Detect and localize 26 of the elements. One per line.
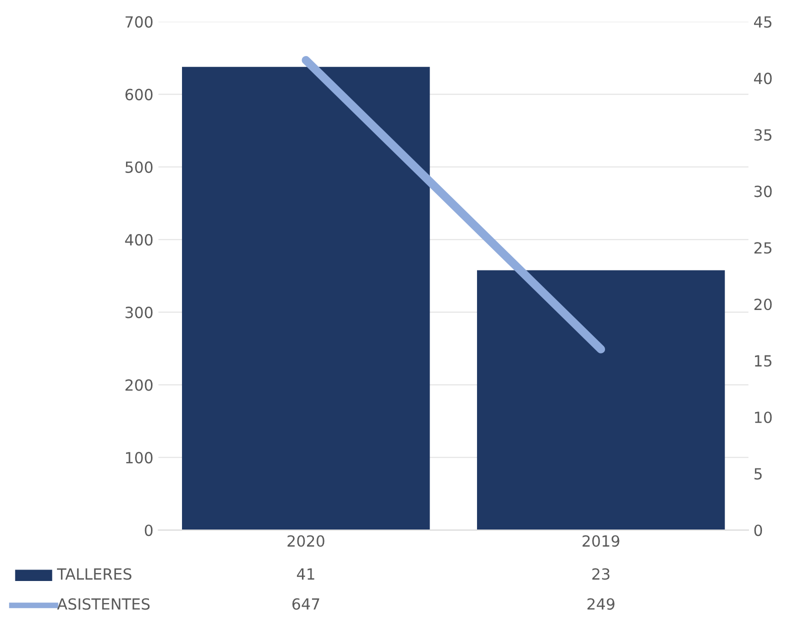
y2-tick-label: 40 <box>754 72 772 84</box>
y2-tick-label: 45 <box>754 16 772 28</box>
y-tick-label: 100 <box>126 452 153 464</box>
y-tick-label: 400 <box>125 234 153 246</box>
y-tick-label: 600 <box>125 88 153 100</box>
data-label: 23 <box>592 568 610 580</box>
x-tick-label: 2019 <box>582 535 620 547</box>
y-tick-label: 300 <box>126 306 153 318</box>
y2-tick-label: 30 <box>754 186 772 198</box>
legend-label: ASISTENTES <box>57 598 150 610</box>
y-tick-label: 500 <box>126 161 153 173</box>
legend-label: TALLERES <box>56 568 132 580</box>
y2-tick-label: 35 <box>754 129 772 141</box>
data-label: 249 <box>587 598 614 610</box>
y-tick-label: 700 <box>126 16 153 28</box>
y2-tick-label: 10 <box>754 412 772 424</box>
y2-tick-label: 5 <box>754 468 762 480</box>
y-tick-label: 200 <box>125 379 153 391</box>
data-label: 647 <box>292 598 320 610</box>
x-tick-label: 2020 <box>288 535 324 547</box>
y2-tick-label: 25 <box>754 242 772 254</box>
y2-tick-label: 15 <box>754 355 772 367</box>
y2-tick-label: 20 <box>754 298 772 310</box>
data-label: 41 <box>296 568 314 580</box>
y2-tick-label: 0 <box>754 524 762 536</box>
y-tick-label: 0 <box>144 524 153 536</box>
